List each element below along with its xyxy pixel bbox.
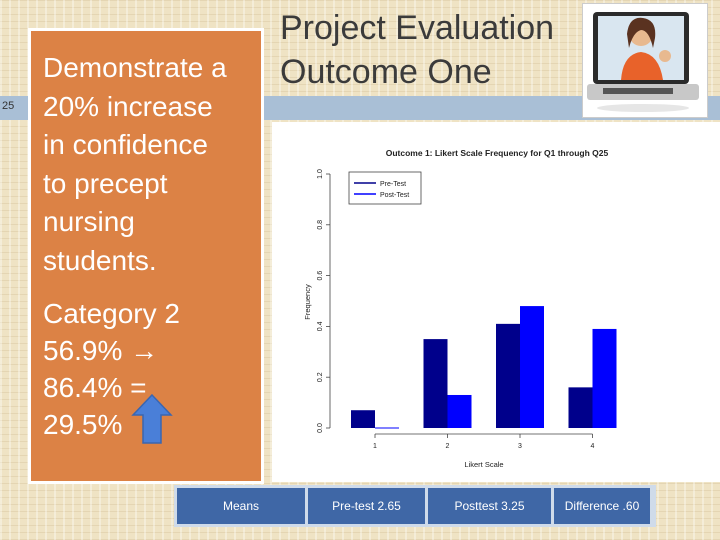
up-arrow-icon: [131, 393, 173, 444]
category-line: 56.9% →: [43, 335, 159, 366]
chart-area: Outcome 1: Likert Scale Frequency for Q1…: [272, 122, 720, 482]
objective-line: students.: [43, 244, 157, 276]
woman-laptop-icon: [587, 12, 699, 112]
bar-pre-test-2: [423, 339, 448, 428]
x-tick-label: 1: [373, 443, 377, 450]
bar-pre-test-3: [496, 323, 520, 428]
x-tick-label: 2: [446, 443, 450, 450]
category-line: 86.4% =: [43, 372, 147, 403]
y-tick-label: 1.0: [317, 169, 324, 179]
legend-box: [348, 171, 422, 205]
objective-line: in confidence: [43, 129, 209, 160]
objective-line: to precept: [43, 167, 168, 199]
mean-difference: Difference .60: [554, 488, 650, 524]
y-tick-label: 0.4: [317, 321, 324, 331]
category-line: 29.5%: [43, 409, 123, 440]
bar-chart: Outcome 1: Likert Scale Frequency for Q1…: [303, 148, 617, 469]
means-table: Means Pre-test 2.65 Posttest 3.25 Differ…: [174, 485, 656, 527]
category-line: Category 2: [43, 298, 180, 329]
objective-line: nursing: [43, 206, 135, 237]
objective-text: Demonstrate a 20% increase in confidence…: [43, 49, 268, 280]
y-tick-label: 0.6: [317, 271, 324, 281]
x-tick-label: 3: [518, 443, 522, 450]
objective-line: Demonstrate a: [43, 52, 227, 83]
slide-number: 25: [2, 100, 15, 112]
objective-line: 20% increase: [43, 90, 213, 122]
bar-pre-test-4: [568, 387, 593, 428]
category-text: Category 2 56.9% → 86.4% = 29.5%: [43, 295, 268, 443]
legend-label-post-test: Post-Test: [380, 192, 409, 199]
objective-panel: Demonstrate a 20% increase in confidence…: [28, 28, 264, 484]
slide-title: Project Evaluation Outcome One: [280, 6, 580, 94]
title-line-2: Outcome One: [280, 53, 492, 91]
y-tick-label: 0.8: [317, 220, 324, 230]
bar-post-test-3: [520, 306, 544, 428]
posttest-mean: Posttest 3.25: [428, 488, 551, 524]
y-tick-label: 0.2: [317, 372, 324, 382]
laptop-photo: [582, 3, 708, 118]
means-label: Means: [177, 488, 305, 524]
title-line-1: Project Evaluation: [280, 9, 555, 47]
x-tick-label: 4: [591, 443, 595, 450]
chart-bars: [351, 306, 617, 429]
bar-post-test-2: [447, 394, 472, 428]
legend-label-pre-test: Pre-Test: [380, 181, 406, 188]
bar-pre-test-1: [351, 410, 375, 428]
bar-post-test-4: [592, 328, 617, 428]
chart-axes: 0.0 0.2 0.4 0.6 0.8 1.0 1 2 3 4: [317, 169, 595, 450]
pretest-mean: Pre-test 2.65: [308, 488, 425, 524]
chart-title: Outcome 1: Likert Scale Frequency for Q1…: [386, 148, 609, 158]
x-axis-label: Likert Scale: [464, 460, 503, 469]
chart-legend: Pre-Test Post-Test: [348, 171, 422, 205]
y-axis-label: Frequency: [303, 284, 312, 320]
y-tick-label: 0.0: [317, 423, 324, 433]
